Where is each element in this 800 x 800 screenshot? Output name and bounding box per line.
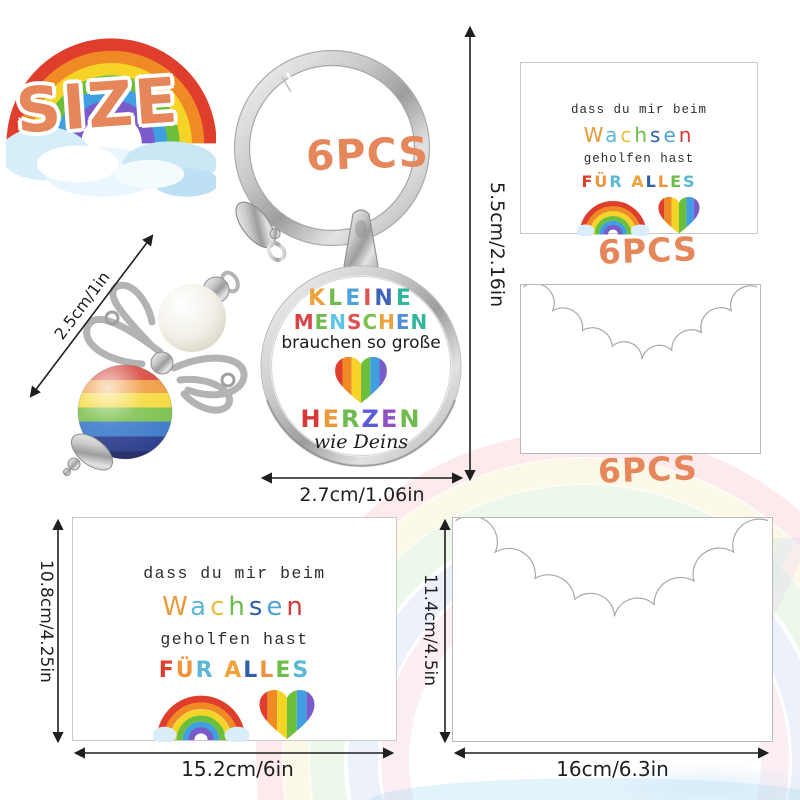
message-card-large: dass du mir beim Wachsen geholfen hast F… <box>72 517 397 742</box>
cloud-watermark <box>600 762 800 800</box>
rainbow-clouds-icon <box>152 695 249 742</box>
rainbow-heart-icon <box>658 196 700 234</box>
message-card-small: dass du mir beim Wachsen geholfen hast F… <box>520 62 758 236</box>
card-artwork <box>73 689 396 742</box>
card-word-wachsen: Wachsen <box>162 592 307 622</box>
junction-bead <box>150 351 174 375</box>
keychain-pcs-label: 6PCS <box>305 127 430 181</box>
rainbow-heart-icon <box>335 356 387 404</box>
dim-pendant-width: 2.7cm/1.06in <box>299 484 425 506</box>
dim-envelope-height: 11.4cm/4.5in <box>420 574 440 687</box>
pendant-line-brauchen: brauchen so große <box>281 333 441 353</box>
pearl-head <box>158 284 226 352</box>
pendant-line-kleine: KLEINE <box>308 286 414 311</box>
card-word-fuer-alles: FÜR ALLES <box>158 658 311 683</box>
scalloped-flap <box>453 518 772 741</box>
envelope-pcs-label: 6PCS <box>597 448 699 491</box>
dim-keychain-height: 5.5cm/2.16in <box>486 182 508 308</box>
dim-card-width: 15.2cm/6in <box>181 757 294 781</box>
rainbow-heart-icon <box>259 689 314 740</box>
size-logo: SIZE <box>0 12 220 197</box>
envelope-large <box>452 517 773 742</box>
card-line3: geholfen hast <box>160 630 309 649</box>
cloud-icon <box>0 127 220 197</box>
scalloped-flap <box>521 285 760 453</box>
key-ring <box>233 49 431 247</box>
card-pcs-label: 6PCS <box>597 229 699 272</box>
lobster-clasp <box>220 201 287 294</box>
card-word-wachsen: Wachsen <box>583 123 695 147</box>
rainbow-clouds-art <box>0 38 220 197</box>
card-artwork <box>521 196 757 236</box>
rainbow-clouds-icon <box>577 201 649 236</box>
pendant-inscription: KLEINE MENSCHEN brauchen so große HERZEN… <box>271 288 451 452</box>
card-line1: dass du mir beim <box>143 564 326 583</box>
dim-envelope-width: 16cm/6.3in <box>556 757 669 781</box>
envelope-small <box>520 284 761 454</box>
dim-card-height: 10.8cm/4.25in <box>36 560 56 683</box>
pendant-line-menschen: MENSCHEN <box>293 310 429 334</box>
pendant-line-herzen: HERZEN <box>300 405 422 433</box>
card-word-fuer-alles: FÜR ALLES <box>581 172 697 191</box>
pendant-line-wiedeins: wie Deins <box>313 431 409 453</box>
bead-cap <box>63 433 114 476</box>
card-line3: geholfen hast <box>583 152 695 166</box>
card-line1: dass du mir beim <box>570 103 708 117</box>
